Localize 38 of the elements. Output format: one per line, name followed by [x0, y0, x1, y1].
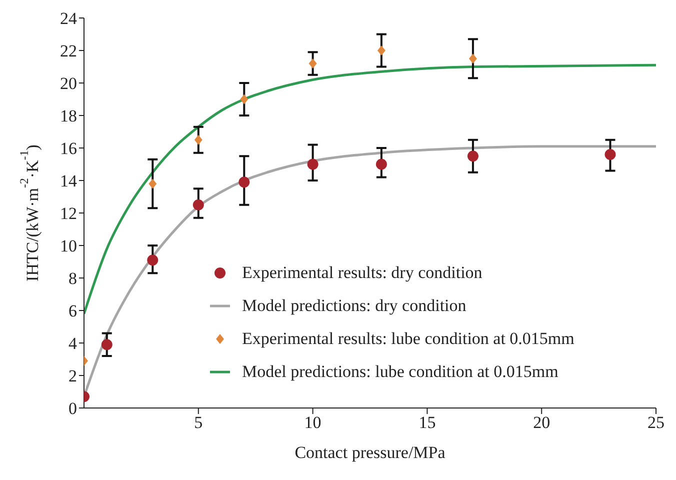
legend-label: Experimental results: lube condition at 0.015mm — [242, 328, 574, 348]
x-tick-label: 25 — [648, 413, 664, 432]
y-tick-label: 22 — [60, 42, 77, 61]
point — [148, 178, 157, 189]
point — [468, 54, 477, 64]
point — [238, 176, 250, 188]
y-tick-label: 2 — [68, 366, 77, 386]
line-series — [84, 64, 656, 315]
x-tick-label: 20 — [533, 413, 550, 432]
y-tick-label: 6 — [68, 302, 77, 321]
point — [308, 58, 317, 68]
y-tick-label: 0 — [68, 399, 77, 418]
point — [240, 94, 248, 104]
point — [604, 149, 616, 160]
legend-label: Experimental results: dry condition — [242, 262, 482, 282]
point — [101, 339, 112, 350]
point — [194, 134, 202, 145]
y-tick-label: 24 — [60, 9, 78, 28]
x-tick-label: 5 — [194, 413, 203, 432]
x-tick-label: 10 — [304, 413, 322, 432]
point — [377, 46, 386, 56]
y-tick-label: 10 — [60, 236, 77, 256]
point — [307, 158, 318, 170]
y-tick-label: 4 — [68, 334, 78, 354]
x-axis-title: Contact pressure/MPa — [294, 443, 446, 462]
legend-label: Model predictions: dry condition — [242, 296, 466, 316]
y-tick-label: 12 — [60, 204, 77, 224]
x-tick-label: 15 — [418, 413, 436, 432]
point — [147, 254, 158, 266]
y-tick-label: 20 — [60, 74, 77, 94]
y-tick-label: 14 — [60, 172, 78, 191]
legend-label: Model predictions: lube condition at 0.015mm — [242, 362, 558, 382]
y-tick-label: 8 — [68, 269, 77, 288]
y-tick-label: 18 — [60, 106, 77, 126]
point — [192, 199, 204, 210]
point — [376, 158, 387, 170]
y-tick-label: 16 — [60, 139, 77, 158]
point — [467, 150, 478, 162]
